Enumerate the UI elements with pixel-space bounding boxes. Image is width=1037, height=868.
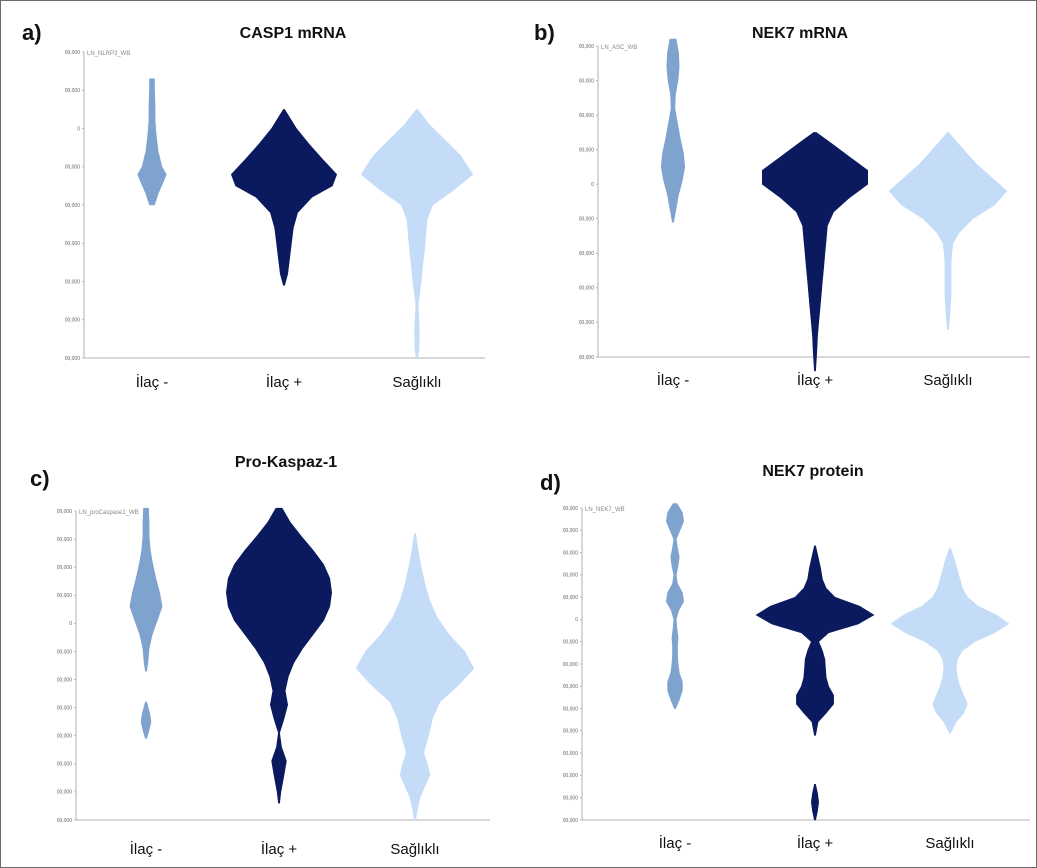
panel-d-title: NEK7 protein [762,463,864,480]
panel-b-title: NEK7 mRNA [751,25,848,42]
violin-ilac-plus [811,784,819,821]
x-category-label: İlaç - [659,834,692,852]
y-tick-label: 00,000 [57,818,73,824]
y-tick-label: 00,000 [65,88,81,94]
y-tick-label: 00,000 [579,113,595,119]
violin-saglikli [355,533,475,821]
violin-saglikli [890,547,1010,734]
y-tick-label: 00,000 [563,506,579,512]
y-variable-label: LN_ASC_WB [601,45,637,51]
x-category-label: İlaç + [261,840,298,858]
y-tick-label: 00,000 [65,50,81,56]
x-category-label: Sağlıklı [390,841,439,858]
x-category-label: İlaç + [797,371,834,389]
y-tick-label: 0 [77,126,80,132]
x-category-label: İlaç + [266,373,303,391]
panel-a-letter: a) [22,20,42,45]
y-tick-label: 00,000 [579,44,595,50]
y-tick-label: 00,000 [563,706,579,712]
violin-ilac-minus [137,78,167,206]
y-tick-label: 00,000 [57,593,73,599]
panel-c-letter: c) [30,466,50,491]
panel-b-letter: b) [534,20,555,45]
y-tick-label: 00,000 [579,78,595,84]
y-tick-label: 00,000 [579,147,595,153]
x-category-label: İlaç - [136,373,169,391]
y-tick-label: 00,000 [563,662,579,668]
violin-ilac-minus [140,701,152,739]
violin-ilac-minus [129,507,163,672]
x-category-label: Sağlıklı [923,372,972,389]
y-tick-label: 00,000 [563,528,579,534]
y-tick-label: 00,000 [57,649,73,655]
y-tick-label: 00,000 [57,705,73,711]
y-tick-label: 00,000 [65,318,81,324]
y-tick-label: 00,000 [563,796,579,802]
violin-ilac-plus [755,545,875,736]
y-tick-label: 00,000 [563,729,579,735]
y-tick-label: 00,000 [579,320,595,326]
y-tick-label: 00,000 [57,677,73,683]
violin-ilac-plus [762,132,868,372]
y-tick-label: 00,000 [65,356,81,362]
y-tick-label: 00,000 [65,165,81,171]
y-tick-label: 0 [69,621,72,627]
y-tick-label: 00,000 [563,640,579,646]
x-category-label: İlaç - [657,371,690,389]
x-category-label: Sağlıklı [392,374,441,391]
y-tick-label: 00,000 [563,595,579,601]
y-tick-label: 00,000 [563,573,579,579]
y-variable-label: LN_proCaspase1_WB [79,510,139,516]
y-tick-label: 00,000 [563,550,579,556]
y-tick-label: 00,000 [57,762,73,768]
y-tick-label: 00,000 [65,241,81,247]
violin-saglikli [360,109,474,359]
violin-ilac-minus [666,503,684,709]
y-tick-label: 0 [591,182,594,188]
panel-a-title: CASP1 mRNA [239,25,347,42]
x-category-label: İlaç - [130,840,163,858]
y-tick-label: 00,000 [563,684,579,690]
y-tick-label: 00,000 [65,203,81,209]
y-tick-label: 00,000 [57,734,73,740]
y-variable-label: LN_NLRP3_WB [87,51,130,57]
y-tick-label: 00,000 [65,279,81,285]
panel-c-title: Pro-Kaspaz-1 [234,454,338,471]
violin-ilac-plus [231,109,337,286]
y-tick-label: 00,000 [57,790,73,796]
y-tick-label: 00,000 [579,217,595,223]
y-tick-label: 00,000 [563,773,579,779]
y-tick-label: 00,000 [579,286,595,292]
y-tick-label: 00,000 [57,565,73,571]
y-variable-label: LN_NEK7_WB [585,507,625,513]
y-tick-label: 00,000 [579,251,595,257]
violin-ilac-plus [226,507,332,804]
panel-d-letter: d) [540,470,561,495]
y-tick-label: 00,000 [57,537,73,543]
violin-ilac-minus [660,38,686,223]
y-tick-label: 00,000 [579,355,595,361]
x-category-label: İlaç + [797,834,834,852]
violin-saglikli [888,132,1008,330]
y-tick-label: 00,000 [563,751,579,757]
y-tick-label: 00,000 [57,509,73,515]
y-tick-label: 0 [575,617,578,623]
x-category-label: Sağlıklı [925,835,974,852]
y-tick-label: 00,000 [563,818,579,824]
